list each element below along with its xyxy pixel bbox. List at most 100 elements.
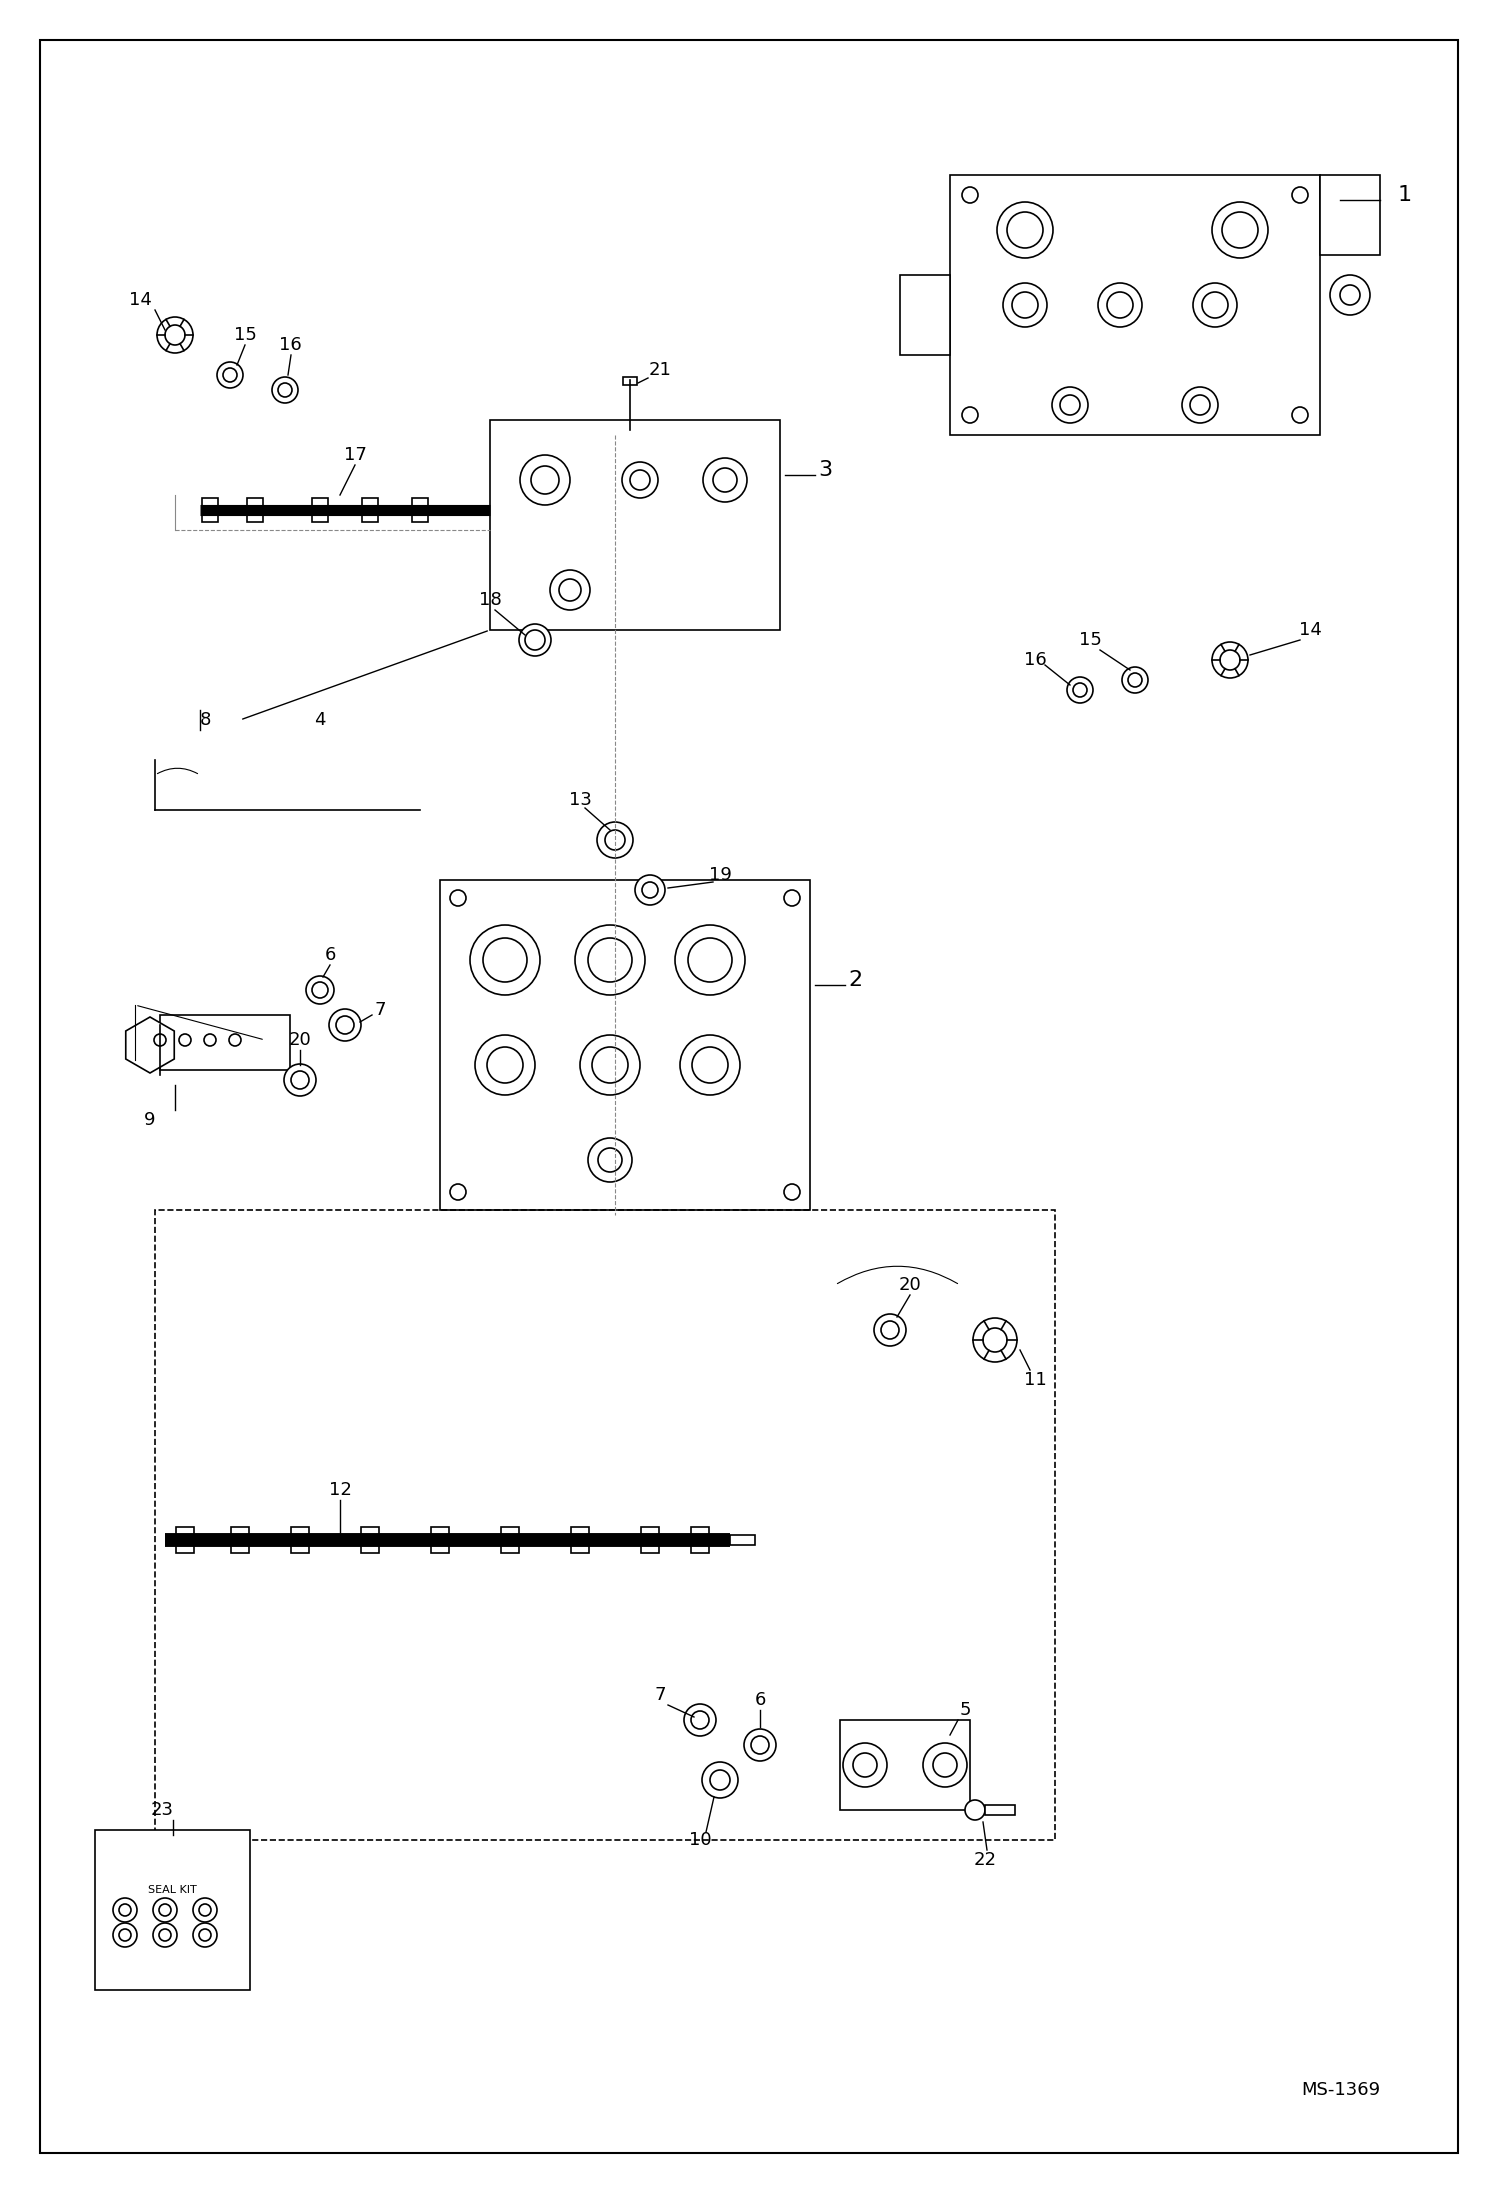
- Circle shape: [204, 1035, 216, 1046]
- Circle shape: [703, 458, 748, 502]
- Text: 17: 17: [343, 445, 367, 465]
- Bar: [440, 879, 810, 1211]
- Circle shape: [1192, 283, 1237, 327]
- Circle shape: [1212, 202, 1267, 259]
- Circle shape: [118, 1930, 130, 1941]
- Circle shape: [783, 890, 800, 906]
- Text: 16: 16: [1023, 651, 1047, 669]
- Circle shape: [112, 1923, 136, 1947]
- Circle shape: [1219, 649, 1240, 671]
- Circle shape: [598, 1147, 622, 1171]
- Circle shape: [312, 982, 328, 998]
- Circle shape: [229, 1035, 241, 1046]
- Circle shape: [589, 939, 632, 982]
- Circle shape: [713, 467, 737, 491]
- Circle shape: [933, 1752, 957, 1776]
- Circle shape: [1061, 395, 1080, 414]
- Bar: [986, 1805, 1016, 1816]
- Text: 12: 12: [328, 1480, 352, 1500]
- Circle shape: [550, 570, 590, 610]
- Circle shape: [193, 1923, 217, 1947]
- Bar: [431, 1526, 449, 1553]
- Circle shape: [1341, 285, 1360, 305]
- Circle shape: [598, 822, 634, 857]
- Circle shape: [1052, 386, 1088, 423]
- Circle shape: [223, 368, 237, 382]
- Text: 1: 1: [1398, 184, 1413, 204]
- Bar: [94, 1829, 250, 1989]
- Circle shape: [520, 454, 571, 504]
- Circle shape: [962, 408, 978, 423]
- Bar: [500, 1526, 518, 1553]
- Text: 6: 6: [324, 945, 336, 965]
- Bar: [691, 1526, 709, 1553]
- Circle shape: [482, 939, 527, 982]
- Text: 13: 13: [569, 792, 592, 809]
- Bar: [840, 1719, 971, 1809]
- Bar: [175, 1526, 195, 1553]
- Circle shape: [449, 890, 466, 906]
- Circle shape: [710, 1770, 730, 1789]
- Circle shape: [1201, 292, 1228, 318]
- Circle shape: [965, 1800, 986, 1820]
- Circle shape: [1212, 643, 1248, 678]
- Text: 21: 21: [649, 362, 671, 379]
- Bar: [412, 498, 428, 522]
- Circle shape: [530, 465, 559, 493]
- Circle shape: [676, 925, 745, 996]
- Circle shape: [873, 1314, 906, 1347]
- Circle shape: [178, 1035, 192, 1046]
- Circle shape: [974, 1318, 1017, 1362]
- Circle shape: [291, 1070, 309, 1090]
- Text: 23: 23: [151, 1800, 174, 1818]
- Bar: [623, 377, 637, 386]
- Circle shape: [631, 469, 650, 489]
- Circle shape: [691, 1711, 709, 1728]
- Bar: [490, 421, 780, 629]
- Bar: [361, 1526, 379, 1553]
- Text: 5: 5: [959, 1702, 971, 1719]
- Circle shape: [923, 1743, 968, 1787]
- Circle shape: [153, 1897, 177, 1921]
- Circle shape: [330, 1009, 361, 1042]
- Circle shape: [983, 1329, 1007, 1353]
- Circle shape: [680, 1035, 740, 1094]
- Text: 14: 14: [129, 292, 151, 309]
- Circle shape: [1013, 292, 1038, 318]
- Text: 15: 15: [234, 327, 256, 344]
- Circle shape: [1073, 682, 1088, 697]
- Circle shape: [273, 377, 298, 404]
- Circle shape: [1004, 283, 1047, 327]
- Circle shape: [193, 1897, 217, 1921]
- Circle shape: [580, 1035, 640, 1094]
- Circle shape: [592, 1046, 628, 1083]
- Bar: [950, 175, 1320, 434]
- Text: 18: 18: [479, 590, 502, 610]
- Circle shape: [1107, 292, 1132, 318]
- Text: 20: 20: [899, 1276, 921, 1294]
- Circle shape: [1330, 274, 1371, 316]
- Circle shape: [487, 1046, 523, 1083]
- Bar: [291, 1526, 309, 1553]
- Circle shape: [475, 1035, 535, 1094]
- Circle shape: [1182, 386, 1218, 423]
- Circle shape: [1007, 213, 1043, 248]
- Circle shape: [692, 1046, 728, 1083]
- Circle shape: [622, 463, 658, 498]
- Circle shape: [518, 625, 551, 656]
- Circle shape: [159, 1930, 171, 1941]
- Circle shape: [688, 939, 733, 982]
- Circle shape: [306, 976, 334, 1004]
- Circle shape: [685, 1704, 716, 1737]
- Circle shape: [154, 1035, 166, 1046]
- Circle shape: [470, 925, 539, 996]
- Bar: [730, 1535, 755, 1546]
- Text: 2: 2: [848, 969, 861, 989]
- Text: SEAL KIT: SEAL KIT: [148, 1886, 196, 1895]
- Circle shape: [157, 318, 193, 353]
- Circle shape: [1098, 283, 1141, 327]
- Text: 4: 4: [315, 711, 325, 728]
- Circle shape: [843, 1743, 887, 1787]
- Circle shape: [159, 1904, 171, 1917]
- Circle shape: [605, 829, 625, 851]
